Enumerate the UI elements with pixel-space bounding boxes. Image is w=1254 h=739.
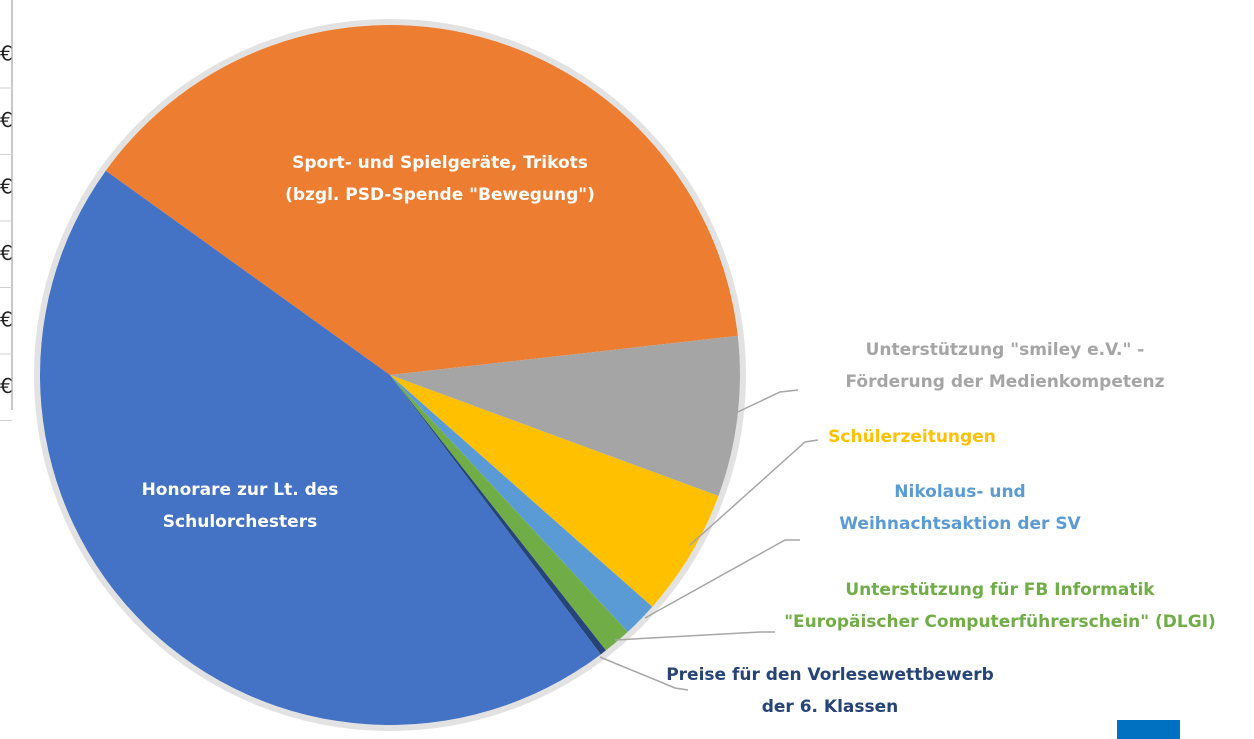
slice-label: Honorare zur Lt. des Schulorchesters bbox=[142, 480, 339, 532]
table-cell: € bbox=[0, 308, 13, 332]
leader-line bbox=[614, 631, 775, 641]
slice-label-line: der 6. Klassen bbox=[762, 697, 899, 717]
table-cell: € bbox=[0, 42, 13, 66]
slice-label-line: Schülerzeitungen bbox=[828, 427, 996, 447]
table-cell: € bbox=[0, 175, 13, 199]
pie-slice bbox=[390, 375, 719, 607]
slice-label-line: Schulorchesters bbox=[163, 512, 317, 532]
slice-label: Unterstützung "smiley e.V." - Förderung d… bbox=[845, 340, 1164, 392]
pie-slice bbox=[390, 375, 606, 655]
slice-label-line: Weihnachtsaktion der SV bbox=[839, 514, 1081, 534]
leader-line bbox=[689, 439, 819, 546]
pie-slice bbox=[40, 170, 601, 725]
slice-label-line: Unterstützung für FB Informatik bbox=[845, 580, 1155, 600]
slice-label: Preise für den Vorlesewettbewerb der 6. K… bbox=[666, 665, 994, 717]
slice-label-line: Honorare zur Lt. des bbox=[142, 480, 339, 500]
pie-slice bbox=[390, 375, 628, 651]
slice-label-line: Unterstützung "smiley e.V." - bbox=[866, 340, 1145, 360]
slice-label-line: Preise für den Vorlesewettbewerb bbox=[666, 665, 994, 685]
leader-line bbox=[599, 656, 689, 691]
pie-slice bbox=[105, 25, 738, 375]
leader-line bbox=[724, 389, 799, 419]
slice-label-line: (bzgl. PSD-Spende "Bewegung") bbox=[285, 185, 595, 205]
slice-label: Unterstützung für FB Informatik "Europäis… bbox=[784, 580, 1216, 632]
slice-label-line: Förderung der Medienkompetenz bbox=[845, 372, 1164, 392]
table-cell: € bbox=[0, 374, 13, 398]
slice-label: Nikolaus- und Weihnachtsaktion der SV bbox=[839, 482, 1081, 534]
pie-slice bbox=[390, 335, 740, 496]
pie-slice bbox=[390, 375, 653, 632]
slice-label-line: Nikolaus- und bbox=[894, 482, 1025, 502]
slice-label-line: "Europäischer Computerführerschein" (DLG… bbox=[784, 612, 1216, 632]
corner-block bbox=[1117, 720, 1180, 739]
leader-line bbox=[644, 539, 800, 619]
pie-halo bbox=[34, 19, 746, 731]
table-cell: € bbox=[0, 241, 13, 265]
slice-label: Schülerzeitungen bbox=[828, 427, 996, 447]
slice-label-line: Sport- und Spielgeräte, Trikots bbox=[292, 153, 588, 173]
table-cell: € bbox=[0, 108, 13, 132]
slice-label: Sport- und Spielgeräte, Trikots (bzgl. PS… bbox=[285, 153, 595, 205]
